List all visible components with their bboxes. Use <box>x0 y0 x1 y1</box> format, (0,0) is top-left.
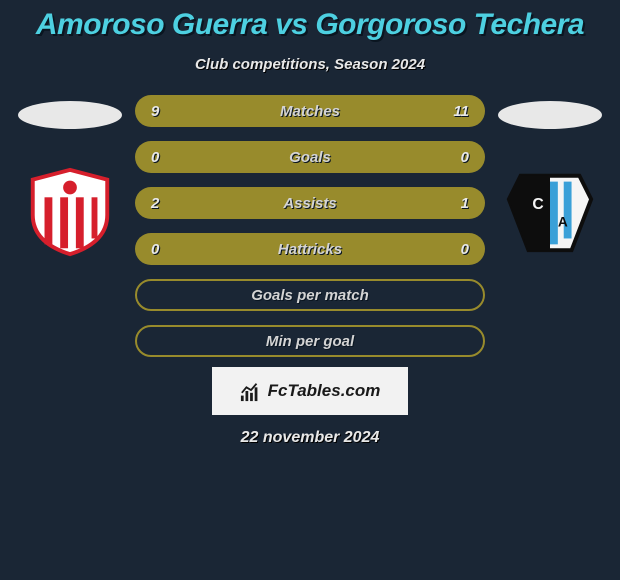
river-plate-crest <box>21 167 119 257</box>
stat-right-value: 11 <box>453 103 469 120</box>
stat-left-value: 0 <box>151 241 159 258</box>
stat-right-value: 0 <box>461 241 469 258</box>
player-ellipse-left <box>18 101 122 129</box>
stat-label: Hattricks <box>278 241 342 258</box>
stats-column: 9 Matches 11 0 Goals 0 2 Assists 1 0 Hattricks 0 Goa… <box>135 95 485 357</box>
stat-right-value: 0 <box>461 149 469 166</box>
stat-label: Matches <box>280 103 340 120</box>
stat-row-goals-per-match: Goals per match <box>135 279 485 311</box>
cerro-crest: C A <box>501 167 599 257</box>
left-column <box>10 95 130 257</box>
stat-label: Goals <box>289 149 331 166</box>
brand-badge[interactable]: FcTables.com <box>212 367 408 415</box>
stat-label: Goals per match <box>251 287 369 304</box>
svg-text:A: A <box>558 215 568 230</box>
svg-text:C: C <box>532 196 543 213</box>
right-column: C A <box>490 95 610 257</box>
stat-left-value: 0 <box>151 149 159 166</box>
stat-left-value: 2 <box>151 195 159 212</box>
stat-row-min-per-goal: Min per goal <box>135 325 485 357</box>
stat-row-goals: 0 Goals 0 <box>135 141 485 173</box>
subtitle: Club competitions, Season 2024 <box>0 56 620 73</box>
stat-row-matches: 9 Matches 11 <box>135 95 485 127</box>
stat-label: Min per goal <box>266 333 354 350</box>
fctables-logo-icon <box>240 380 262 402</box>
brand-text: FcTables.com <box>268 381 381 401</box>
stat-row-hattricks: 0 Hattricks 0 <box>135 233 485 265</box>
player-ellipse-right <box>498 101 602 129</box>
page-title: Amoroso Guerra vs Gorgoroso Techera <box>0 0 620 42</box>
stat-right-value: 1 <box>461 195 469 212</box>
stat-label: Assists <box>283 195 336 212</box>
comparison-panel: 9 Matches 11 0 Goals 0 2 Assists 1 0 Hattricks 0 Goa… <box>0 95 620 357</box>
stat-left-value: 9 <box>151 103 159 120</box>
stat-row-assists: 2 Assists 1 <box>135 187 485 219</box>
date-label: 22 november 2024 <box>0 429 620 447</box>
